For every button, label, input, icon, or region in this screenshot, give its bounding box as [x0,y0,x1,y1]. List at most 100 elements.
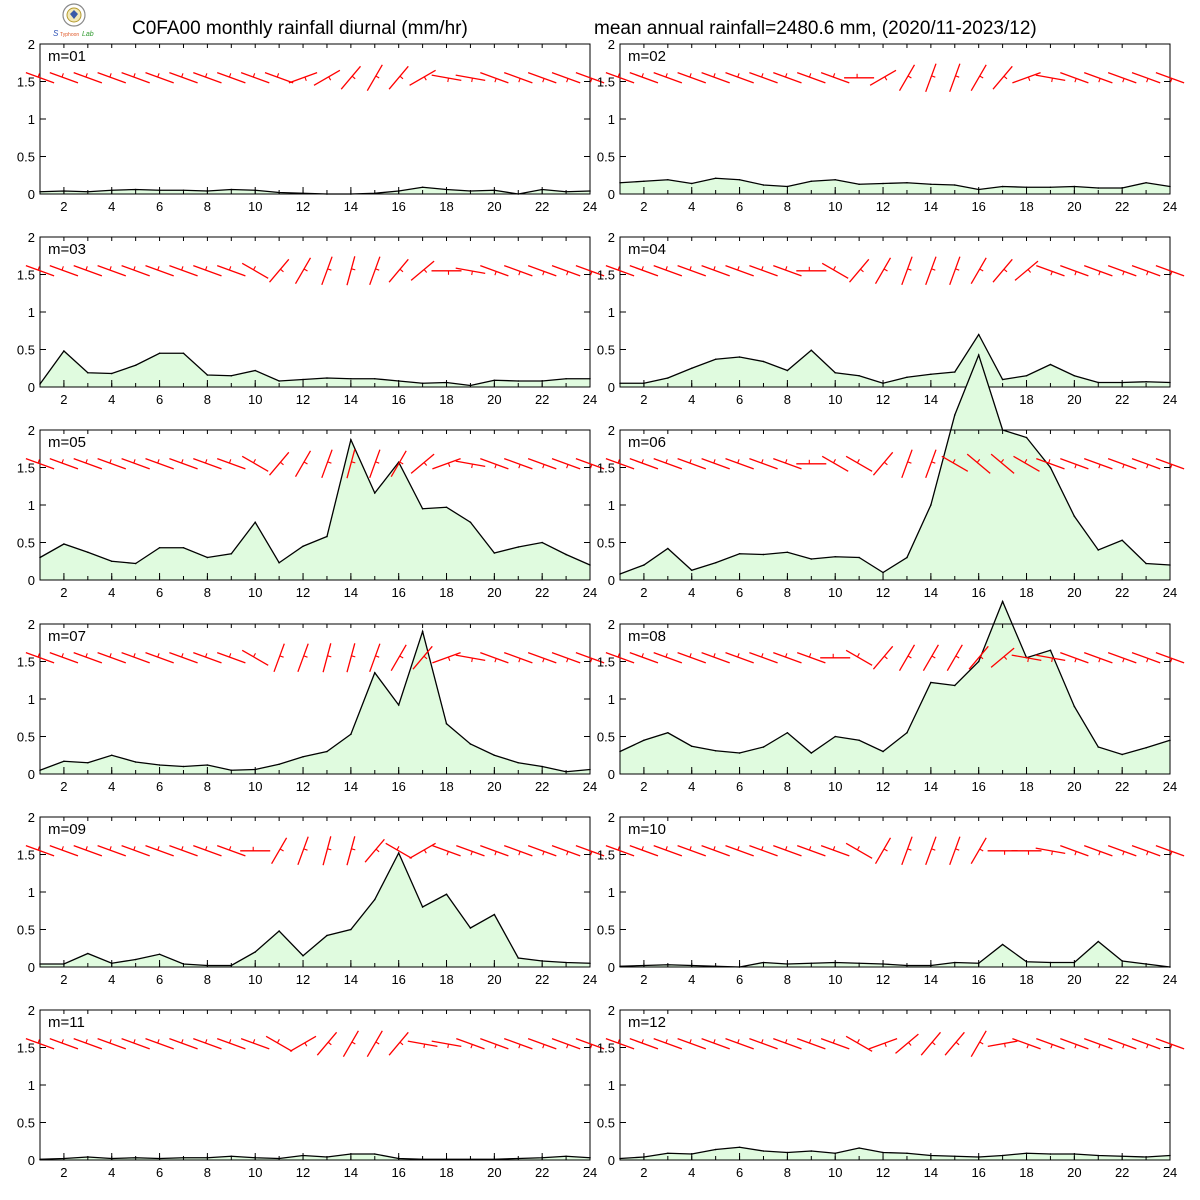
wind-barb [845,842,873,859]
wind-barb [970,837,987,865]
x-tick-label: 18 [439,972,453,987]
wind-barb [992,258,1013,283]
panel-m=07: 00.511.522 4 6 8 10 12 14 16 18 20 22 24m=07 [17,617,605,794]
y-tick-label: 0 [28,960,35,975]
y-tick-label: 1.5 [597,75,615,90]
panel-frame [619,1009,1171,1161]
rainfall-point [977,660,980,663]
x-tick-label: 12 [296,392,310,407]
wind-barb [346,449,356,479]
wind-barb [456,844,485,857]
x-tick-label: 22 [1115,199,1129,214]
wind-barb [821,262,849,279]
y-tick-label: 1 [28,1078,35,1093]
wind-barb [288,71,318,84]
wind-barb [216,844,246,857]
rainfall-point [810,349,813,352]
x-tick-label: 8 [784,1165,791,1180]
rainfall-point [110,372,113,375]
y-tick-label: 1.5 [17,1041,35,1056]
x-tick-label: 14 [924,1165,938,1180]
x-tick-label: 14 [344,585,358,600]
y-tick-label: 2 [608,37,615,52]
wind-barb [820,1037,850,1050]
rainfall-point [786,731,789,734]
rainfall-point [1073,185,1076,188]
wind-barb [346,256,356,286]
x-tick-label: 14 [344,972,358,987]
x-tick-label: 6 [156,585,163,600]
wind-barb [551,1037,581,1050]
wind-barb [653,264,683,277]
rainfall-point [445,506,448,509]
wind-barb [49,71,79,84]
rainfall-point [87,551,89,554]
panel-m=02: 00.511.522 4 6 8 10 12 14 16 18 20 22 24m=02 [597,37,1185,214]
rainfall-area [620,178,1170,194]
rainfall-point [930,183,932,186]
x-tick-label: 24 [1163,585,1177,600]
x-tick-label: 10 [828,1165,842,1180]
rainfall-point [445,893,448,896]
wind-barb [605,457,635,470]
x-tick-label: 18 [1019,972,1033,987]
rainfall-point [667,547,669,550]
wind-barb [701,71,730,84]
wind-barb [701,651,730,664]
y-tick-label: 1.5 [597,655,615,670]
x-tick-label: 14 [924,392,938,407]
panel-frame [39,236,591,388]
x-tick-label: 18 [1019,199,1033,214]
wind-barb [1036,1037,1065,1050]
wind-barb [97,1037,127,1050]
wind-barb [845,1035,873,1052]
x-tick-label: 16 [971,585,985,600]
wind-barb [121,264,150,277]
panel-month-label: m=08 [628,628,666,645]
rainfall-point [1097,381,1100,384]
x-tick-label: 6 [736,585,743,600]
x-tick-label: 18 [1019,1165,1033,1180]
wind-barb [701,844,730,857]
wind-barb [431,270,462,275]
rainfall-point [182,352,185,355]
wind-barb [390,450,407,478]
rainfall-point [643,180,645,183]
wind-barb [925,256,937,286]
x-tick-label: 20 [1067,199,1081,214]
wind-barb [869,69,897,86]
x-tick-label: 8 [784,392,791,407]
wind-barb [407,1040,438,1049]
wind-barb [677,457,707,470]
rainfall-point [786,1151,789,1154]
y-tick-label: 2 [28,810,35,825]
rainfall-point [158,953,161,956]
wind-barb [388,258,409,283]
y-tick-label: 0 [608,767,615,782]
wind-barb [725,844,754,857]
wind-barb [25,457,55,470]
x-tick-label: 12 [296,585,310,600]
rainfall-point [1049,363,1052,366]
wind-barb [701,264,730,277]
y-tick-label: 1 [28,692,35,707]
y-tick-label: 2 [28,617,35,632]
wind-barb [340,65,361,90]
rainfall-line [40,851,591,967]
wind-barb [322,643,332,673]
wind-barb [796,266,827,272]
x-tick-label: 20 [1067,392,1081,407]
rainfall-point [350,733,352,736]
rainfall-point [738,178,741,181]
wind-barb [701,457,730,470]
wind-barb [970,257,987,285]
wind-barb [455,267,486,276]
rainfall-point [182,765,185,768]
wind-barb [849,258,870,283]
wind-barb [1036,457,1065,470]
rainfall-point [714,749,717,752]
wind-barb [901,449,913,479]
panel-m=08: 00.511.522 4 6 8 10 12 14 16 18 20 22 24m=08 [597,599,1185,794]
rainfall-area [620,941,1170,967]
rainfall-point [230,374,233,377]
